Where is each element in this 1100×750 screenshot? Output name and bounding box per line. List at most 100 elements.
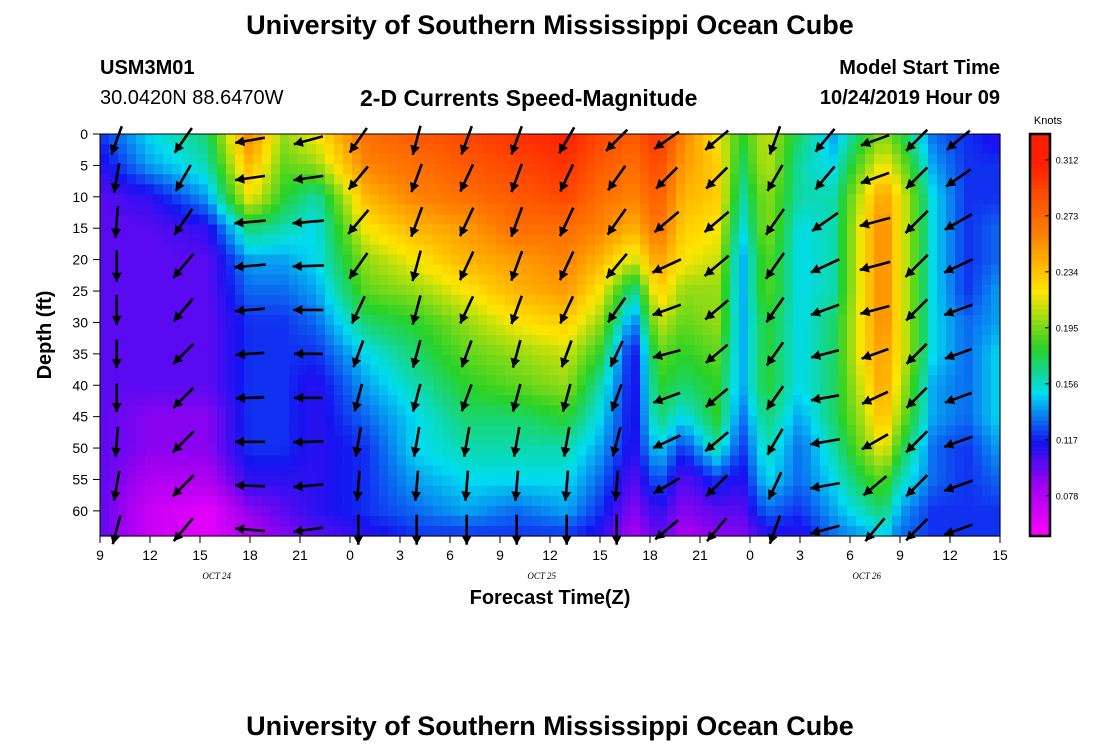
heatmap-cell [964,194,974,205]
heatmap-cell [469,224,479,236]
heatmap-cell [550,324,560,336]
heatmap-cell [766,335,776,346]
heatmap-cell [613,254,623,266]
heatmap-cell [685,304,695,316]
heatmap-cell [226,515,236,527]
heatmap-cell [892,164,902,175]
heatmap-cell [433,345,443,356]
heatmap-cell [703,204,713,215]
heatmap-cell [604,345,614,356]
heatmap-cell [982,435,992,447]
heatmap-cell [631,515,641,527]
heatmap-cell [550,144,560,155]
colorbar-segment [1030,324,1050,331]
heatmap-cell [352,505,362,517]
heatmap-cell [793,244,803,256]
current-arrow [859,216,891,229]
heatmap-cell [874,395,884,406]
heatmap-cell [505,435,515,447]
heatmap-cell [748,365,758,376]
colorbar-segment [1030,430,1050,437]
heatmap-cell [523,184,533,195]
heatmap-cell [370,224,380,236]
heatmap-cell [613,204,623,215]
heatmap-cell [352,144,362,155]
heatmap-cell [244,294,254,306]
heatmap-cell [928,174,938,185]
heatmap-cell [406,495,416,507]
heatmap-cell [712,455,722,467]
heatmap-cell [865,134,875,145]
heatmap-cells [100,134,1001,537]
heatmap-cell [442,294,452,306]
heatmap-cell [199,345,209,356]
heatmap-cell [649,445,659,457]
heatmap-cell [640,164,650,175]
heatmap-cell [136,355,146,366]
heatmap-cell [415,485,425,497]
heatmap-cell [613,164,623,175]
colorbar-segment [1030,335,1050,341]
heatmap-cell [910,465,920,477]
heatmap-cell [856,134,866,145]
heatmap-cell [757,505,767,517]
colorbar-segment [1030,485,1050,492]
heatmap-cell [460,304,470,316]
heatmap-cell [577,515,587,527]
heatmap-cell [793,345,803,356]
heatmap-cell [505,314,515,326]
heatmap-cell [379,525,389,537]
heatmap-cell [784,395,794,406]
heatmap-cell [982,234,992,246]
heatmap-cell [235,345,245,356]
heatmap-cell [784,495,794,507]
heatmap-cell [172,405,182,416]
heatmap-cell [424,324,434,336]
heatmap-cell [658,365,668,376]
heatmap-cell [172,174,182,185]
heatmap-cell [973,304,983,316]
heatmap-cell [847,304,857,316]
heatmap-cell [100,254,110,266]
heatmap-cell [550,495,560,507]
heatmap-cell [568,284,578,296]
heatmap-cell [946,345,956,356]
heatmap-cell [640,174,650,185]
heatmap-cell [244,505,254,517]
heatmap-cell [271,485,281,497]
heatmap-cell [685,234,695,246]
heatmap-cell [433,284,443,296]
current-arrow [809,481,841,492]
heatmap-cell [532,405,542,416]
heatmap-cell [523,284,533,296]
heatmap-cell [595,525,605,537]
heatmap-cell [217,495,227,507]
heatmap-cell [271,274,281,286]
heatmap-cell [946,254,956,266]
heatmap-cell [496,425,506,437]
heatmap-cell [991,455,1001,467]
heatmap-cell [424,274,434,286]
heatmap-cell [685,284,695,296]
heatmap-cell [127,455,137,467]
heatmap-cell [424,505,434,517]
heatmap-cell [208,525,218,537]
heatmap-cell [469,505,479,517]
heatmap-cell [190,405,200,416]
heatmap-cell [730,455,740,467]
heatmap-cell [523,154,533,165]
heatmap-cell [712,314,722,326]
heatmap-cell [892,505,902,517]
heatmap-cell [937,154,947,165]
heatmap-cell [208,264,218,276]
heatmap-cell [145,355,155,366]
heatmap-cell [334,164,344,175]
heatmap-cell [316,274,326,286]
heatmap-cell [802,244,812,256]
heatmap-cell [433,425,443,437]
heatmap-cell [280,515,290,527]
heatmap-cell [163,365,173,376]
heatmap-cell [244,204,254,215]
heatmap-cell [685,445,695,457]
heatmap-cell [721,284,731,296]
